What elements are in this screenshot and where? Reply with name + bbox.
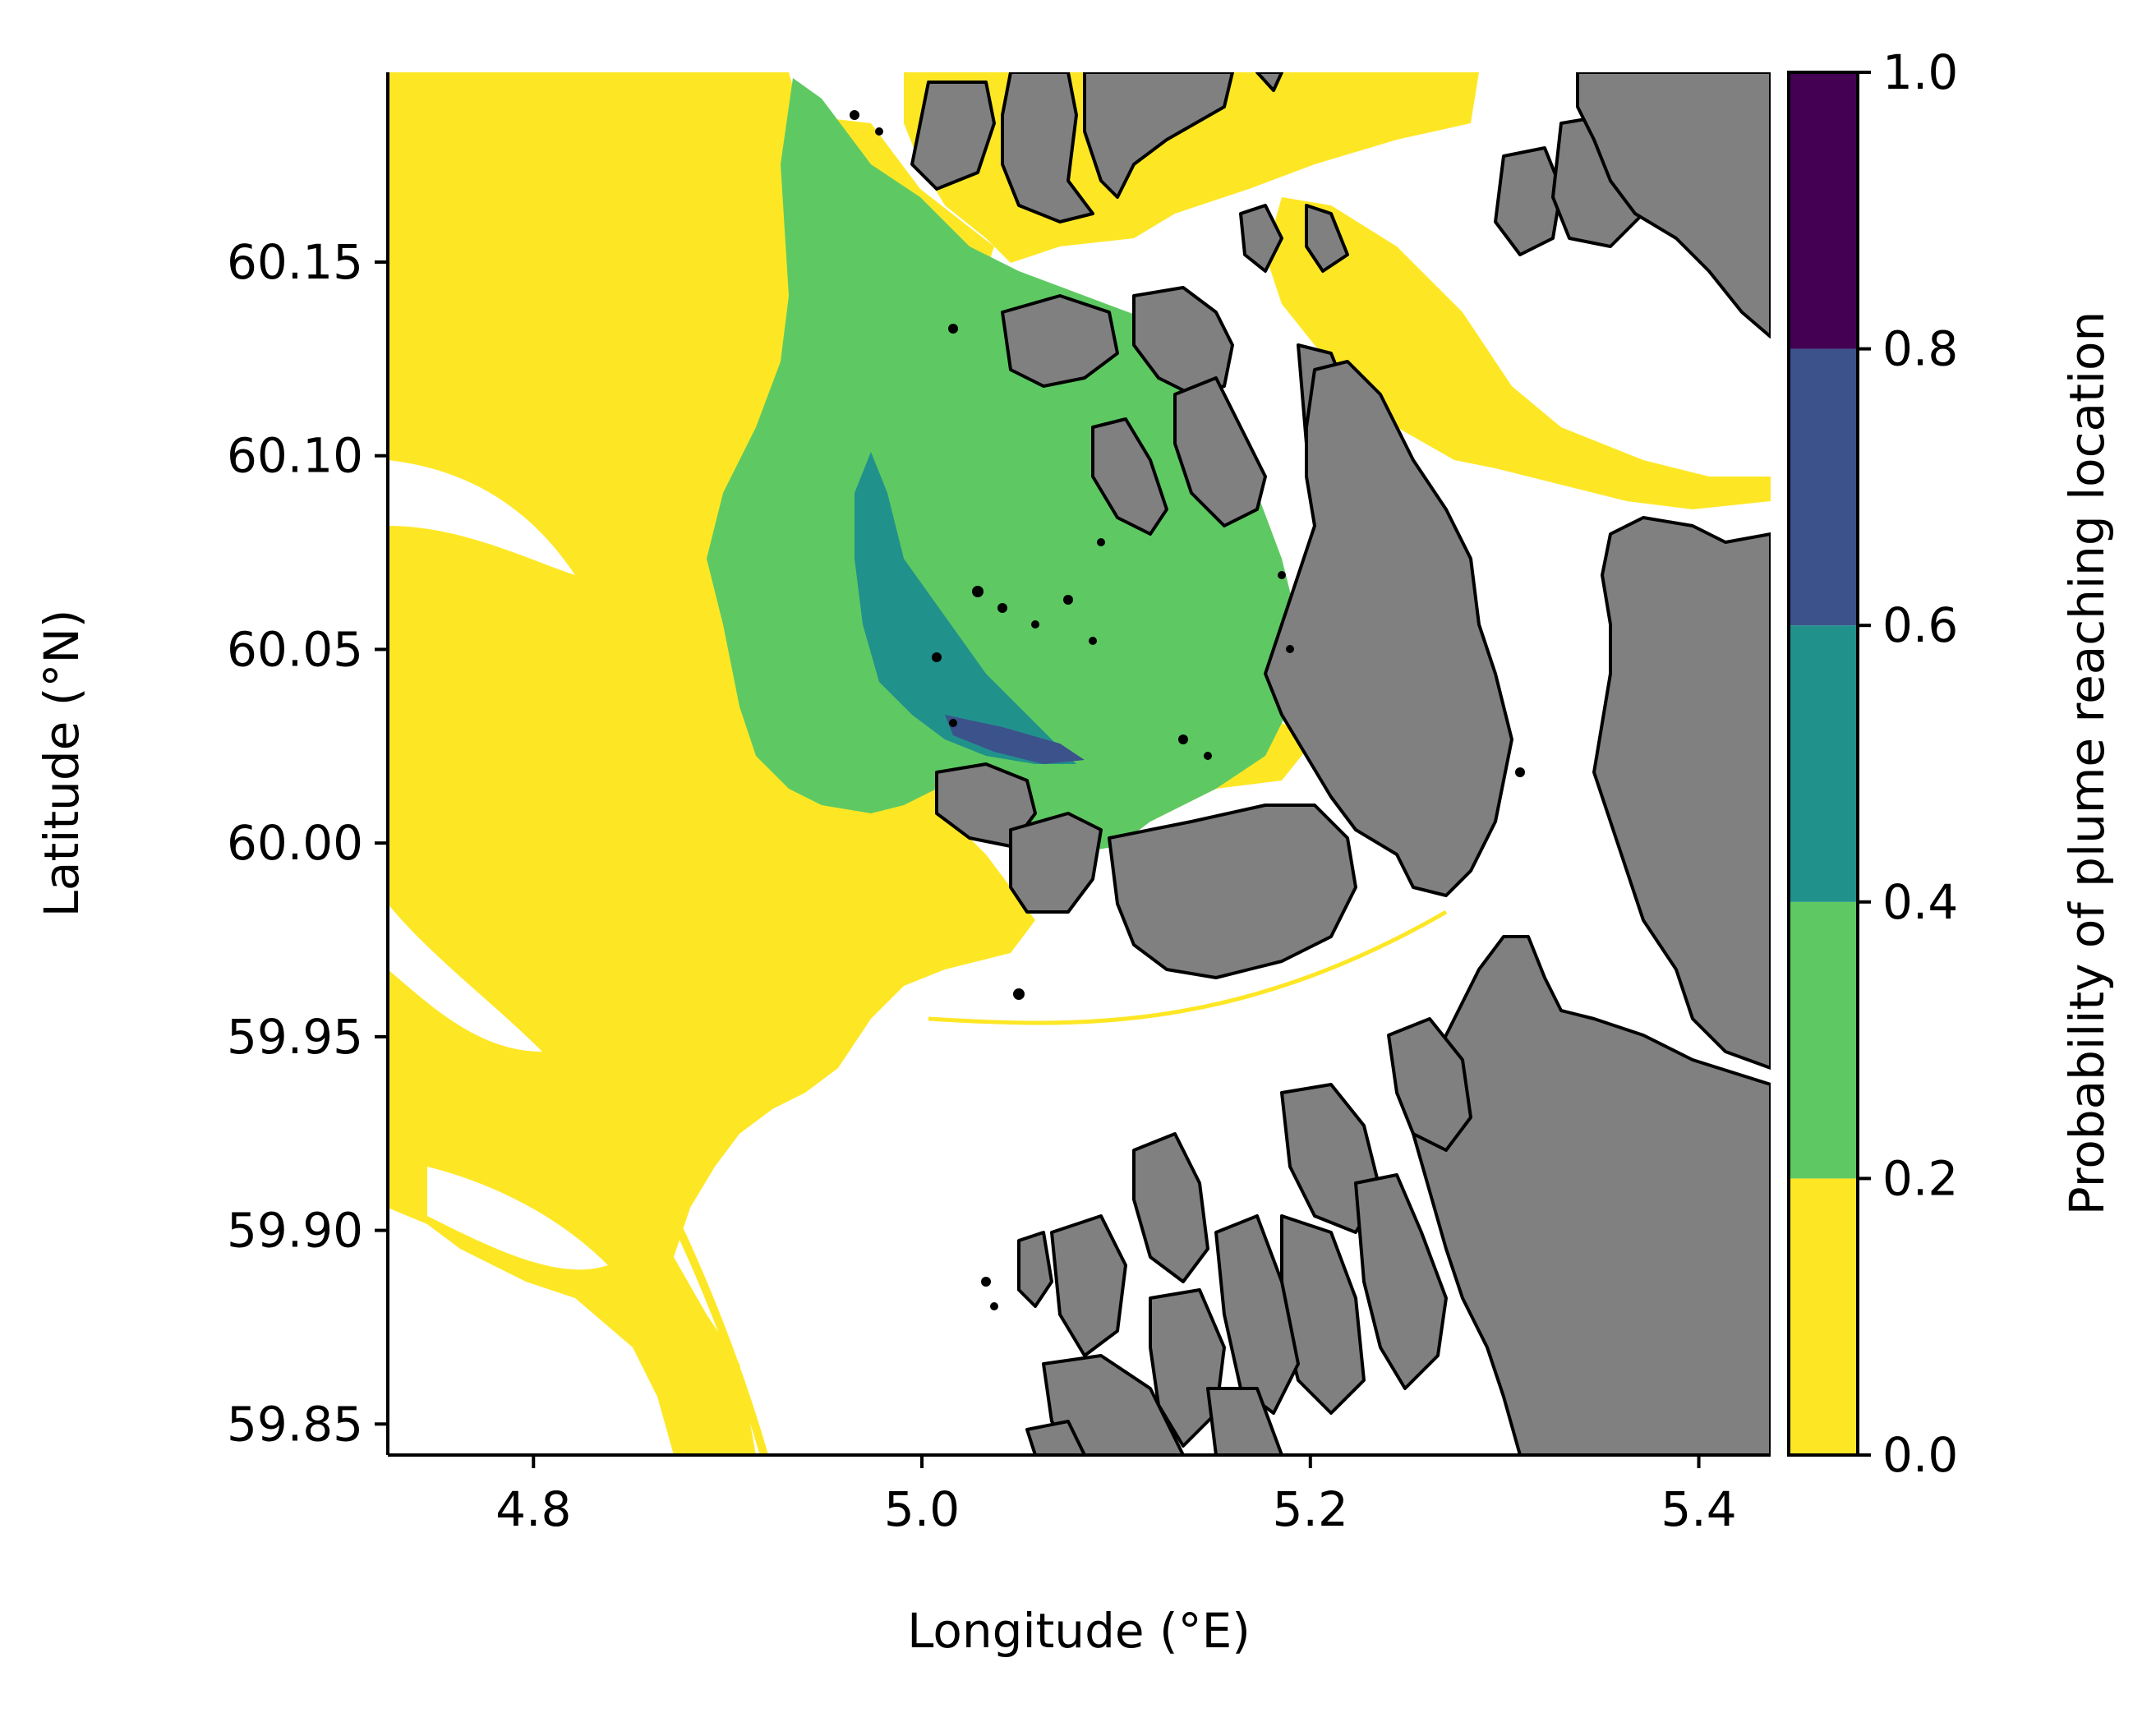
island-south-10 — [1017, 1231, 1053, 1308]
plume-streak-southeast — [928, 909, 1448, 1025]
islet — [1178, 734, 1188, 744]
landmass-northeast — [1576, 72, 1771, 338]
probability-band-0.2-0.4 — [707, 78, 1298, 854]
islet — [981, 1277, 991, 1287]
colorbar: 0.0 0.2 0.4 0.6 0.8 1.0 Probability of plume … — [1787, 44, 2115, 1483]
colorbar-bin — [1789, 625, 1858, 902]
colorbar-bin — [1789, 901, 1858, 1179]
island-north-3 — [1083, 72, 1234, 199]
y-tick-label: 60.00 — [227, 815, 363, 871]
colorbar-ticks: 0.0 0.2 0.4 0.6 0.8 1.0 — [1858, 44, 1958, 1483]
islet — [932, 652, 942, 662]
island-long-east — [1264, 360, 1513, 897]
islet — [1204, 752, 1212, 760]
y-tick-label: 59.95 — [227, 1009, 363, 1065]
island-north-5 — [1239, 204, 1283, 273]
islet — [1515, 767, 1525, 777]
y-axis-ticks: 59.85 59.90 59.95 60.00 60.05 60.10 60.15 — [227, 234, 388, 1452]
plume-region-east — [1265, 197, 1771, 509]
islet — [1031, 620, 1039, 629]
plume-gaps — [388, 460, 608, 1270]
islet — [850, 110, 859, 120]
colorbar-bin — [1789, 1178, 1858, 1455]
plume-streak-south — [637, 1148, 768, 1455]
islet — [1063, 595, 1073, 605]
map-plot-area — [388, 72, 1771, 1455]
y-axis-title: Latitude (°N) — [34, 610, 90, 918]
plume-gap-southwest — [388, 904, 542, 1052]
colorbar-tick-label: 1.0 — [1882, 44, 1958, 100]
y-tick-label: 59.90 — [227, 1203, 363, 1259]
islet — [1278, 571, 1286, 579]
y-tick-label: 60.10 — [227, 428, 363, 484]
island-middle-1 — [1001, 294, 1119, 388]
island-south-5 — [1214, 1214, 1300, 1415]
islet — [990, 1302, 998, 1310]
island-north-6 — [1305, 204, 1349, 273]
colorbar-frame — [1787, 71, 1859, 1457]
island-south-8 — [1149, 1288, 1226, 1448]
colorbar-tick-label: 0.0 — [1882, 1427, 1958, 1483]
landmass-east — [1592, 516, 1771, 1070]
x-tick-label: 5.0 — [884, 1481, 960, 1537]
islet — [1097, 538, 1105, 546]
islet — [972, 586, 984, 597]
x-tick-label: 5.2 — [1273, 1481, 1348, 1537]
island-middle-4 — [1091, 417, 1168, 536]
islet — [949, 719, 957, 727]
island-northeast-1 — [1494, 146, 1563, 256]
islet — [1286, 645, 1294, 653]
x-axis-ticks: 4.8 5.0 5.2 5.4 — [495, 1455, 1737, 1537]
island-north-2 — [1001, 72, 1094, 223]
colorbar-bins — [1789, 72, 1858, 1455]
island-south-11 — [1206, 1387, 1283, 1455]
island-south-6 — [1132, 1132, 1209, 1283]
island-middle-3 — [1173, 376, 1267, 527]
land-masses — [910, 72, 1771, 1455]
island-south-3 — [1354, 1173, 1448, 1390]
island-middle-2 — [1132, 286, 1234, 396]
landmass-southeast — [1412, 935, 1771, 1455]
island-north-4 — [1255, 72, 1283, 92]
plume-gap-west — [388, 460, 575, 575]
islet — [875, 127, 883, 136]
islet — [948, 324, 958, 334]
island-south-7 — [1050, 1214, 1127, 1357]
island-south-9 — [1042, 1354, 1185, 1455]
y-tick-label: 60.05 — [227, 621, 363, 677]
plume-gap-south — [427, 1167, 608, 1270]
colorbar-bin — [1789, 72, 1858, 349]
colorbar-tick-label: 0.6 — [1882, 597, 1958, 653]
y-tick-label: 59.85 — [227, 1396, 363, 1452]
x-tick-label: 5.4 — [1661, 1481, 1736, 1537]
colorbar-tick-label: 0.2 — [1882, 1150, 1958, 1206]
x-axis-title: Longitude (°E) — [907, 1603, 1251, 1659]
x-tick-label: 4.8 — [495, 1481, 571, 1537]
islet — [1089, 637, 1097, 645]
island-south-1 — [1387, 1017, 1472, 1152]
island-north-1 — [910, 81, 996, 191]
probability-band-0.4-0.6 — [855, 452, 1076, 764]
y-tick-label: 60.15 — [227, 234, 363, 290]
colorbar-bin — [1789, 348, 1858, 626]
island-southwest-3 — [1108, 804, 1357, 979]
colorbar-tick-label: 0.4 — [1882, 874, 1958, 930]
island-southwest-2 — [1009, 812, 1103, 914]
islet — [1013, 988, 1025, 1000]
probability-band-0.6-0.8 — [945, 715, 1085, 764]
colorbar-tick-label: 0.8 — [1882, 321, 1958, 377]
islets — [850, 110, 1525, 1310]
axis-spines — [386, 72, 1771, 1457]
island-south-12 — [1025, 1420, 1086, 1455]
colorbar-title: Probability of plume reaching location — [2059, 311, 2115, 1215]
islet — [997, 603, 1007, 613]
